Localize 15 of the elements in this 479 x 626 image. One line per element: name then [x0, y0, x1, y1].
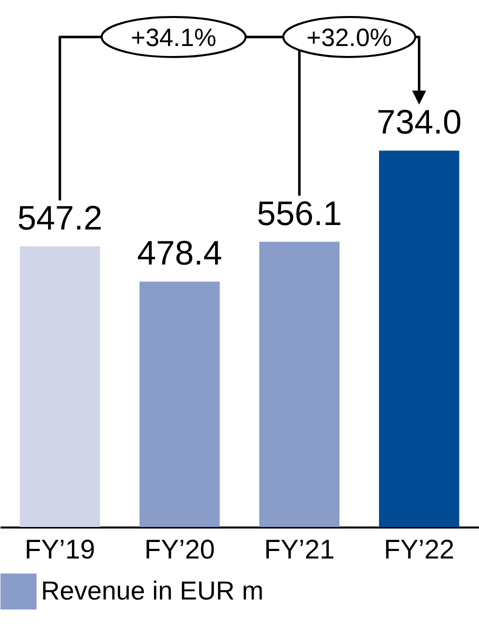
x-tick-label: FY’22 [384, 534, 454, 564]
data-label: 547.2 [17, 199, 102, 238]
x-tick-label: FY’20 [144, 534, 215, 564]
data-label: 478.4 [137, 234, 222, 273]
x-tick-label: FY’21 [264, 534, 335, 564]
bar [259, 242, 340, 527]
legend-label: Revenue in EUR m [41, 576, 264, 606]
bar [140, 282, 220, 527]
text: +32.0% [306, 24, 392, 52]
data-label: 556.1 [256, 194, 342, 233]
bar [20, 246, 100, 527]
text: +34.1% [130, 24, 216, 52]
bar [379, 150, 460, 527]
data-label: 734.0 [376, 104, 462, 142]
x-tick-label: FY’19 [24, 534, 96, 564]
